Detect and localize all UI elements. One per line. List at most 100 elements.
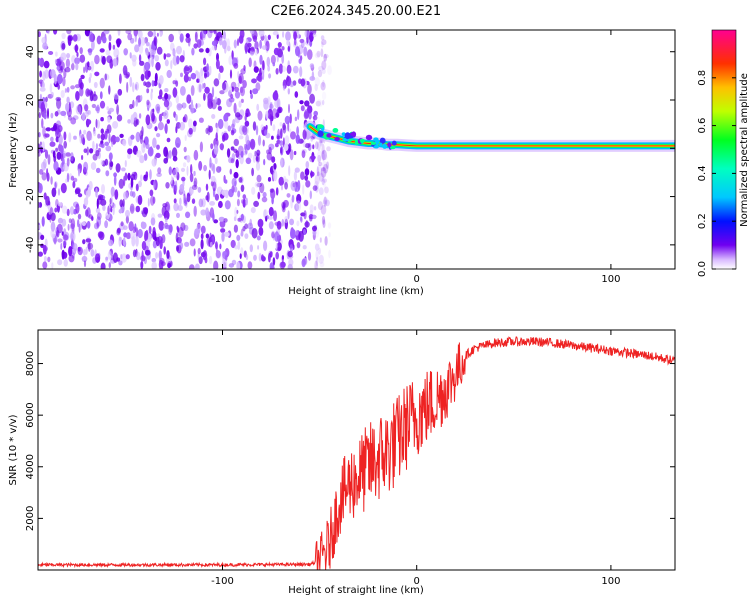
noise-blob [216,124,219,135]
noise-blob [191,99,193,109]
noise-blob [319,261,325,268]
noise-blob [42,71,46,81]
noise-blob [81,155,84,160]
noise-blob [42,126,46,137]
noise-blob [156,106,160,114]
noise-blob [302,184,305,195]
noise-blob [46,214,51,220]
noise-blob [266,215,269,220]
noise-blob [271,156,276,163]
noise-blob [175,137,181,149]
noise-blob [117,88,123,96]
noise-blob [283,199,289,208]
noise-blob [86,220,91,229]
noise-blob [299,216,303,222]
noise-blob [163,210,170,220]
noise-blob [41,118,44,129]
noise-blob [168,150,172,159]
noise-blob [275,187,279,196]
noise-blob [307,83,312,95]
noise-blob [293,31,297,41]
colorbar-tick-label: 0.4 [697,165,708,181]
noise-blob [101,55,106,65]
noise-blob [223,113,229,122]
noise-blob [327,222,332,229]
noise-blob [55,147,59,152]
snr-y-label: SNR (10 * v/v) [8,414,19,485]
noise-blob [155,152,161,159]
noise-blob [166,250,170,259]
noise-blob [173,198,177,204]
noise-blob [320,167,327,178]
noise-blob [197,247,201,255]
noise-blob [321,39,327,46]
noise-blob [176,212,180,218]
noise-blob [215,132,218,142]
noise-blob [125,232,131,240]
noise-blob [221,81,227,91]
noise-blob [100,159,104,166]
noise-blob [287,210,290,220]
noise-blob [147,146,154,157]
noise-blob [38,224,41,229]
spectrogram-y-label: Frequency (Hz) [8,112,19,188]
noise-blob [193,120,197,127]
noise-blob [61,32,66,40]
noise-blob [271,135,274,140]
noise-blob [38,183,43,194]
noise-blob [163,246,166,255]
noise-blob [131,236,136,247]
noise-blob [50,136,54,142]
noise-blob [211,114,216,119]
noise-blob [140,94,143,102]
noise-blob [113,175,117,186]
y-tick-label: 40 [25,45,36,58]
signal-blob [365,134,373,141]
noise-blob [165,53,171,58]
noise-blob [48,51,54,55]
noise-blob [256,182,263,188]
noise-blob [47,108,49,119]
noise-blob [113,172,117,178]
noise-blob [83,260,87,268]
noise-blob [302,245,307,250]
noise-blob [257,73,263,83]
noise-blob [157,121,164,131]
noise-blob [164,217,168,223]
noise-blob [316,256,319,267]
noise-blob [145,229,149,241]
noise-blob [245,254,249,261]
noise-blob [135,118,140,126]
noise-blob [185,33,190,39]
noise-blob [284,216,289,224]
noise-blob [77,193,83,198]
noise-blob [230,93,234,99]
noise-blob [287,45,290,52]
noise-blob [105,145,112,152]
noise-blob [105,256,109,261]
noise-blob [100,198,107,207]
noise-blob [107,250,112,260]
noise-blob [139,60,145,66]
noise-blob [314,174,320,186]
noise-blob [123,175,126,187]
noise-blob [243,65,246,71]
noise-blob [166,137,171,143]
x-tick-label: -100 [211,274,234,285]
noise-blob [238,135,244,140]
noise-blob [167,262,172,269]
noise-blob [219,220,226,228]
noise-blob [216,52,219,62]
noise-blob [269,262,274,269]
noise-blob [102,36,107,44]
noise-blob [254,181,261,188]
noise-blob [253,66,259,73]
noise-blob [247,222,253,230]
noise-blob [271,231,275,239]
noise-blob [213,219,219,224]
noise-blob [235,159,239,169]
noise-blob [177,205,183,211]
noise-blob [260,124,264,131]
noise-blob [137,228,143,239]
noise-blob [309,190,312,200]
